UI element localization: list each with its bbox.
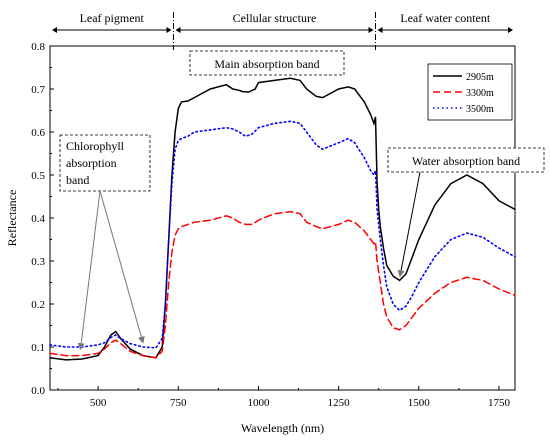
region-arrow-right xyxy=(166,27,172,33)
legend-label-3500m: 3500m xyxy=(466,104,494,115)
region-arrow-left xyxy=(377,27,383,33)
y-tick-label: 0.6 xyxy=(31,127,45,139)
y-tick-label: 0.0 xyxy=(31,385,45,397)
y-tick-label: 0.2 xyxy=(31,299,45,311)
axes-group: 0.0 0.1 0.2 0.3 0.4 0.5 0.6 0.7 0.8 500 750 1000 125… xyxy=(5,41,516,435)
y-axis-label: Reflectance xyxy=(5,190,19,247)
series-line-3300m xyxy=(49,210,516,359)
annotation-label-chlorophyll: absorption xyxy=(66,156,117,170)
region-arrow-left xyxy=(52,27,57,33)
legend: 2905m 3300m 3500m xyxy=(427,63,513,121)
legend-label-2905m: 2905m xyxy=(466,72,494,83)
y-tick-label: 0.8 xyxy=(31,41,45,53)
annotations-group: Chlorophyll absorption band Main absorption… xyxy=(59,50,545,351)
y-tick-label: 0.7 xyxy=(31,84,45,96)
x-tick-label: 1000 xyxy=(247,397,270,409)
region-header-group: Leaf pigment Cellular structure Leaf water… xyxy=(52,11,513,50)
region-arrow-left xyxy=(175,27,181,33)
legend-box xyxy=(427,63,513,121)
annotation-label-water: Water absorption band xyxy=(412,154,520,168)
x-tick-label: 1500 xyxy=(408,397,431,409)
annotation-arrow-chlorophyll xyxy=(77,190,101,351)
region-label: Cellular structure xyxy=(233,11,317,25)
x-tick-label: 500 xyxy=(90,397,107,409)
annotation-box-chlorophyll xyxy=(59,134,151,192)
annotation-box-main xyxy=(189,50,345,76)
y-tick-label: 0.5 xyxy=(31,170,45,182)
annotation-label-chlorophyll: band xyxy=(66,173,89,187)
x-axis-label: Wavelength (nm) xyxy=(241,421,324,435)
region-label: Leaf water content xyxy=(400,11,491,25)
x-tick-label: 1750 xyxy=(488,397,511,409)
y-tick-label: 0.4 xyxy=(31,213,45,225)
region-label: Leaf pigment xyxy=(80,11,145,25)
series-line-2905m xyxy=(49,77,516,361)
region-arrow-right xyxy=(368,27,374,33)
annotation-arrow-chlorophyll xyxy=(99,190,145,344)
y-tick-label: 0.1 xyxy=(31,342,45,354)
annotation-box-water xyxy=(387,147,545,173)
series-line-3500m xyxy=(49,120,516,349)
annotation-label-chlorophyll: Chlorophyll xyxy=(66,139,125,153)
annotation-label-main: Main absorption band xyxy=(214,57,319,71)
legend-label-3300m: 3300m xyxy=(466,88,494,99)
annotation-arrow-water xyxy=(397,171,421,278)
x-tick-label: 1250 xyxy=(328,397,351,409)
y-tick-label: 0.3 xyxy=(31,256,45,268)
x-tick-label: 750 xyxy=(170,397,187,409)
region-arrow-right xyxy=(508,27,513,33)
series-group xyxy=(49,77,516,361)
